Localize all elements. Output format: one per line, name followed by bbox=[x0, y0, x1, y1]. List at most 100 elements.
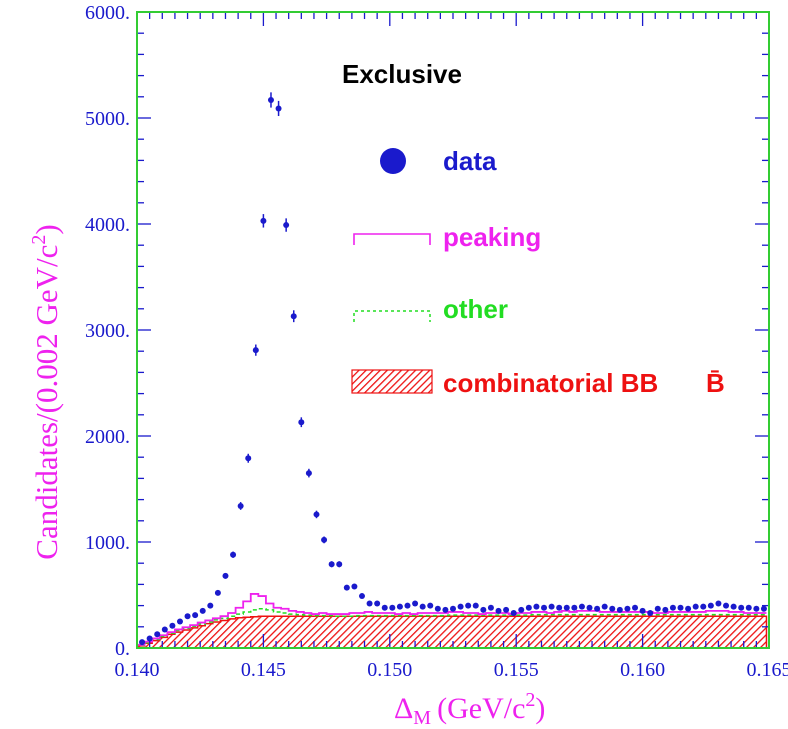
data-point bbox=[753, 605, 760, 612]
data-point bbox=[176, 618, 183, 625]
data-point bbox=[260, 217, 267, 224]
data-point bbox=[252, 347, 259, 354]
y-tick-label: 1000. bbox=[85, 532, 130, 554]
x-axis-label-superscript: 2 bbox=[525, 689, 535, 711]
data-point bbox=[396, 603, 403, 610]
legend-other-label: other bbox=[443, 294, 508, 324]
data-point bbox=[169, 622, 176, 629]
data-point bbox=[237, 502, 244, 509]
legend-combinatorial-marker bbox=[351, 369, 433, 394]
chart-title: Exclusive bbox=[342, 59, 462, 89]
data-point bbox=[730, 603, 737, 610]
y-tick-label: 5000. bbox=[85, 108, 130, 130]
data-point bbox=[669, 604, 676, 611]
legend-data-label: data bbox=[443, 146, 497, 176]
x-tick-label: 0.150 bbox=[367, 659, 412, 681]
data-point bbox=[632, 604, 639, 611]
y-axis-label-text: Candidates/(0.002 GeV/c bbox=[29, 245, 64, 560]
data-point bbox=[214, 589, 221, 596]
data-point bbox=[222, 572, 229, 579]
data-point bbox=[525, 604, 532, 611]
data-point bbox=[624, 605, 631, 612]
data-point bbox=[556, 604, 563, 611]
data-point bbox=[586, 604, 593, 611]
data-point bbox=[571, 604, 578, 611]
data-point bbox=[465, 602, 472, 609]
x-tick-label: 0.140 bbox=[115, 659, 160, 681]
data-point bbox=[450, 605, 456, 612]
data-point bbox=[480, 606, 487, 613]
x-tick-label: 0.145 bbox=[241, 659, 286, 681]
x-axis-label: ΔM (GeV/c2) bbox=[394, 689, 545, 729]
x-axis-label-subscript: M bbox=[413, 707, 431, 729]
data-point bbox=[419, 603, 426, 610]
data-point bbox=[548, 603, 555, 610]
y-axis-label: Candidates/(0.002 GeV/c2) bbox=[28, 224, 64, 559]
data-point bbox=[616, 606, 623, 613]
data-point bbox=[321, 536, 328, 543]
data-point bbox=[381, 604, 388, 611]
plot-area bbox=[136, 92, 768, 649]
data-point bbox=[594, 605, 601, 612]
data-point bbox=[305, 470, 312, 477]
legend-bbar-label: B̄ bbox=[706, 368, 725, 398]
data-point bbox=[503, 606, 510, 613]
data-point bbox=[199, 607, 206, 614]
data-point bbox=[541, 604, 548, 611]
axis-ticks bbox=[136, 11, 770, 649]
x-tick-label: 0.160 bbox=[620, 659, 665, 681]
y-axis-label-superscript: 2 bbox=[28, 235, 50, 245]
data-point bbox=[457, 603, 464, 610]
data-point bbox=[184, 613, 191, 620]
data-point bbox=[328, 561, 335, 568]
x-axis-label-symbol: Δ bbox=[394, 692, 413, 725]
y-tick-label: 2000. bbox=[85, 426, 130, 448]
x-axis-label-unit: (GeV/c bbox=[437, 692, 525, 725]
tick-labels: 0.140 0.145 0.150 0.155 0.160 0.165 0. 1000. 200… bbox=[85, 2, 788, 681]
data-point bbox=[358, 593, 365, 600]
data-point bbox=[161, 626, 168, 633]
data-point bbox=[245, 455, 252, 462]
data-point bbox=[442, 606, 449, 613]
data-point bbox=[738, 604, 745, 611]
y-tick-label: 3000. bbox=[85, 320, 130, 342]
data-point bbox=[343, 584, 350, 591]
y-tick-label: 0. bbox=[115, 638, 130, 660]
data-point bbox=[760, 605, 767, 612]
data-point bbox=[207, 602, 214, 609]
data-point bbox=[563, 604, 570, 611]
data-point bbox=[518, 606, 525, 613]
data-point bbox=[487, 604, 494, 611]
data-point bbox=[434, 605, 441, 612]
plot-frame bbox=[136, 11, 770, 649]
data-point bbox=[601, 603, 608, 610]
data-point bbox=[578, 603, 585, 610]
data-point bbox=[654, 605, 661, 612]
data-point bbox=[230, 551, 237, 558]
data-point bbox=[700, 603, 707, 610]
data-point bbox=[715, 600, 722, 607]
data-point bbox=[692, 603, 699, 610]
data-point bbox=[267, 96, 274, 103]
data-point bbox=[404, 602, 411, 609]
data-point bbox=[146, 635, 153, 642]
x-tick-label: 0.165 bbox=[747, 659, 788, 681]
data-point bbox=[283, 222, 290, 229]
data-point bbox=[427, 602, 434, 609]
data-point bbox=[154, 631, 161, 638]
data-point bbox=[192, 612, 199, 619]
data-point bbox=[609, 605, 616, 612]
data-point bbox=[351, 583, 358, 590]
data-point bbox=[723, 602, 730, 609]
data-point bbox=[389, 604, 396, 611]
data-point bbox=[366, 600, 373, 607]
x-tick-label: 0.155 bbox=[494, 659, 539, 681]
data-point bbox=[533, 603, 540, 610]
data-point bbox=[298, 419, 305, 426]
data-point bbox=[707, 602, 714, 609]
data-point bbox=[374, 600, 381, 607]
data-point bbox=[639, 607, 646, 614]
y-axis-label-close: ) bbox=[29, 224, 64, 234]
legend-combinatorial-label: combinatorial BB bbox=[443, 368, 658, 398]
legend-other-marker bbox=[353, 310, 431, 322]
